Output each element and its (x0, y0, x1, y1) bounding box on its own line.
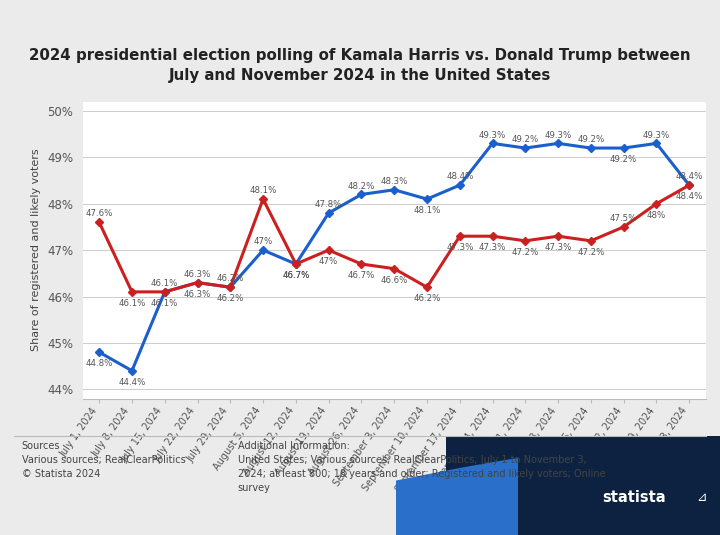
Text: 46.1%: 46.1% (118, 299, 145, 308)
Text: 44.4%: 44.4% (118, 378, 145, 387)
Polygon shape (518, 436, 720, 535)
Text: 49.2%: 49.2% (577, 135, 605, 144)
Text: 47%: 47% (319, 257, 338, 266)
Text: 46.3%: 46.3% (184, 270, 211, 279)
Text: 46.2%: 46.2% (217, 274, 244, 284)
Text: 47%: 47% (253, 237, 273, 246)
Text: 48%: 48% (647, 211, 666, 220)
Text: ⊿: ⊿ (697, 491, 707, 504)
Text: 48.4%: 48.4% (446, 172, 474, 181)
Text: 47.5%: 47.5% (610, 214, 637, 223)
Text: 46.2%: 46.2% (413, 294, 441, 303)
Text: 46.7%: 46.7% (282, 271, 310, 280)
Text: Sources
Various sources; RealClearPolitics
© Statista 2024: Sources Various sources; RealClearPoliti… (22, 441, 185, 479)
Polygon shape (446, 436, 720, 535)
Text: 44.8%: 44.8% (86, 360, 113, 368)
Text: 46.1%: 46.1% (151, 279, 179, 288)
Text: statista: statista (602, 490, 665, 505)
Text: 47.3%: 47.3% (446, 243, 474, 253)
Text: 48.2%: 48.2% (348, 181, 375, 190)
Text: 48.4%: 48.4% (675, 172, 703, 181)
Polygon shape (396, 446, 720, 535)
Text: 46.7%: 46.7% (348, 271, 375, 280)
Text: 47.2%: 47.2% (512, 248, 539, 257)
Text: 46.6%: 46.6% (380, 276, 408, 285)
Text: 47.8%: 47.8% (315, 200, 342, 209)
Text: 46.2%: 46.2% (217, 294, 244, 303)
Text: 46.3%: 46.3% (184, 289, 211, 299)
Text: 2024 presidential election polling of Kamala Harris vs. Donald Trump between
Jul: 2024 presidential election polling of Ka… (30, 48, 690, 83)
Text: 46.7%: 46.7% (282, 271, 310, 280)
Text: 49.3%: 49.3% (544, 131, 572, 140)
Text: 48.1%: 48.1% (413, 206, 441, 215)
Text: 48.1%: 48.1% (249, 186, 276, 195)
Text: Additional Information:
United States; Various sources; RealClearPolitics; July : Additional Information: United States; V… (238, 441, 606, 493)
Text: 46.1%: 46.1% (151, 299, 179, 308)
Text: 47.6%: 47.6% (86, 209, 113, 218)
Text: 49.2%: 49.2% (610, 155, 637, 164)
Text: 48.4%: 48.4% (675, 192, 703, 201)
Text: 47.3%: 47.3% (479, 243, 506, 253)
Text: 48.3%: 48.3% (380, 177, 408, 186)
Text: 49.3%: 49.3% (643, 131, 670, 140)
Text: 49.3%: 49.3% (479, 131, 506, 140)
Text: 49.2%: 49.2% (512, 135, 539, 144)
Text: 47.3%: 47.3% (544, 243, 572, 253)
Text: 47.2%: 47.2% (577, 248, 605, 257)
Y-axis label: Share of registered and likely voters: Share of registered and likely voters (32, 149, 41, 351)
